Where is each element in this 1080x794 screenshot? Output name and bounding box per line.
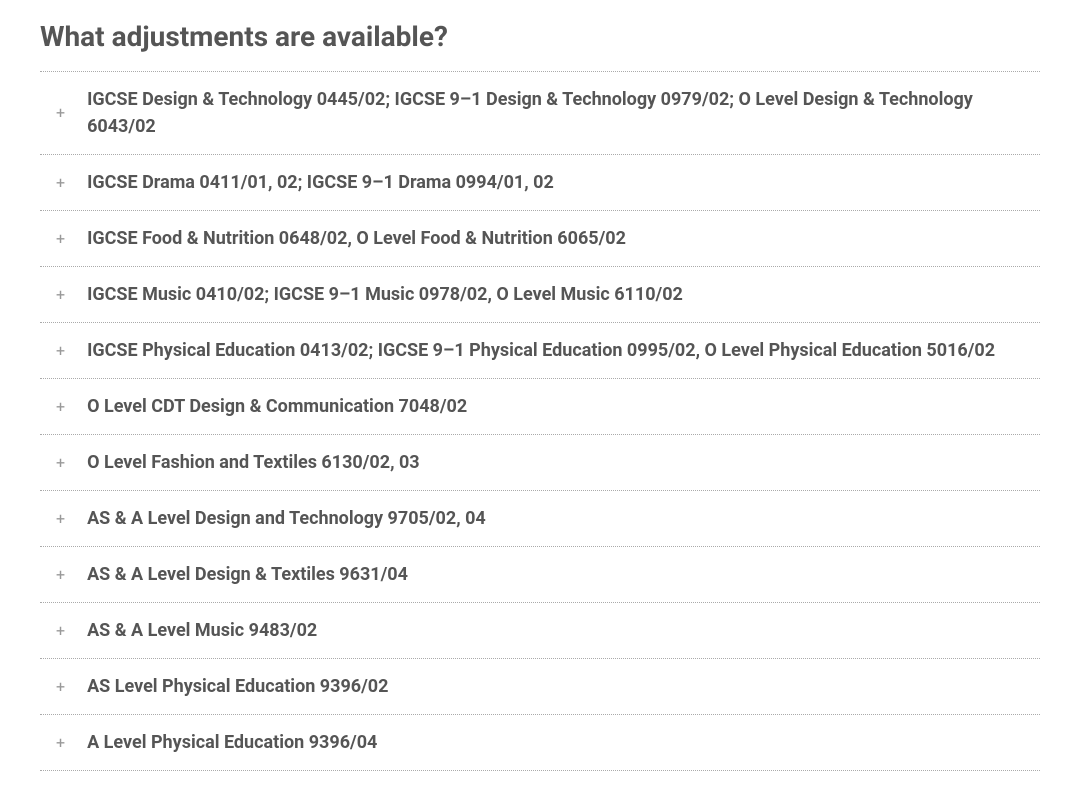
plus-icon: + — [56, 399, 65, 415]
plus-icon: + — [56, 679, 65, 695]
accordion-list: + IGCSE Design & Technology 0445/02; IGC… — [40, 71, 1040, 771]
accordion-item[interactable]: + AS Level Physical Education 9396/02 — [40, 659, 1040, 715]
accordion-item-label: IGCSE Physical Education 0413/02; IGCSE … — [87, 337, 995, 364]
plus-icon: + — [56, 511, 65, 527]
page-title: What adjustments are available? — [40, 20, 1040, 53]
plus-icon: + — [56, 455, 65, 471]
plus-icon: + — [56, 175, 65, 191]
accordion-item[interactable]: + AS & A Level Music 9483/02 — [40, 603, 1040, 659]
accordion-item-label: IGCSE Food & Nutrition 0648/02, O Level … — [87, 225, 626, 252]
accordion-item-label: AS & A Level Music 9483/02 — [87, 617, 317, 644]
accordion-item-label: A Level Physical Education 9396/04 — [87, 729, 377, 756]
plus-icon: + — [56, 287, 65, 303]
plus-icon: + — [56, 343, 65, 359]
accordion-item-label: O Level Fashion and Textiles 6130/02, 03 — [87, 449, 420, 476]
accordion-item[interactable]: + IGCSE Drama 0411/01, 02; IGCSE 9–1 Dra… — [40, 155, 1040, 211]
accordion-item[interactable]: + IGCSE Music 0410/02; IGCSE 9–1 Music 0… — [40, 267, 1040, 323]
accordion-item-label: AS Level Physical Education 9396/02 — [87, 673, 388, 700]
plus-icon: + — [56, 231, 65, 247]
accordion-item[interactable]: + IGCSE Design & Technology 0445/02; IGC… — [40, 72, 1040, 155]
accordion-item-label: AS & A Level Design and Technology 9705/… — [87, 505, 486, 532]
plus-icon: + — [56, 105, 65, 121]
accordion-item[interactable]: + AS & A Level Design & Textiles 9631/04 — [40, 547, 1040, 603]
plus-icon: + — [56, 567, 65, 583]
accordion-item[interactable]: + A Level Physical Education 9396/04 — [40, 715, 1040, 771]
accordion-item[interactable]: + IGCSE Food & Nutrition 0648/02, O Leve… — [40, 211, 1040, 267]
accordion-item[interactable]: + IGCSE Physical Education 0413/02; IGCS… — [40, 323, 1040, 379]
plus-icon: + — [56, 735, 65, 751]
accordion-item[interactable]: + AS & A Level Design and Technology 970… — [40, 491, 1040, 547]
accordion-item[interactable]: + O Level Fashion and Textiles 6130/02, … — [40, 435, 1040, 491]
accordion-item-label: AS & A Level Design & Textiles 9631/04 — [87, 561, 408, 588]
accordion-item-label: IGCSE Drama 0411/01, 02; IGCSE 9–1 Drama… — [87, 169, 554, 196]
accordion-item-label: IGCSE Music 0410/02; IGCSE 9–1 Music 097… — [87, 281, 683, 308]
accordion-item-label: IGCSE Design & Technology 0445/02; IGCSE… — [87, 86, 1030, 140]
accordion-item[interactable]: + O Level CDT Design & Communication 704… — [40, 379, 1040, 435]
plus-icon: + — [56, 623, 65, 639]
accordion-item-label: O Level CDT Design & Communication 7048/… — [87, 393, 467, 420]
